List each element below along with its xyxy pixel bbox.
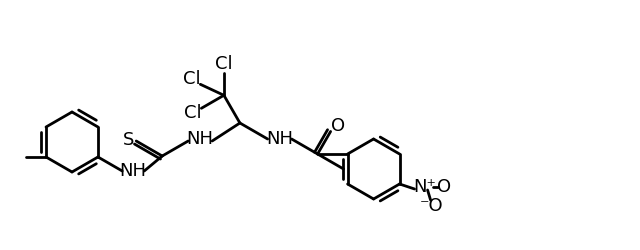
Text: O: O (438, 178, 452, 196)
Text: NH: NH (120, 162, 147, 180)
Text: Cl: Cl (182, 70, 200, 88)
Text: NH: NH (266, 130, 293, 148)
Text: ⁻O: ⁻O (420, 197, 444, 215)
Text: Cl: Cl (184, 104, 201, 122)
Text: NH: NH (187, 130, 214, 148)
Text: N⁺: N⁺ (413, 178, 436, 196)
Text: Cl: Cl (215, 55, 233, 73)
Text: O: O (330, 118, 345, 136)
Text: S: S (122, 131, 134, 149)
